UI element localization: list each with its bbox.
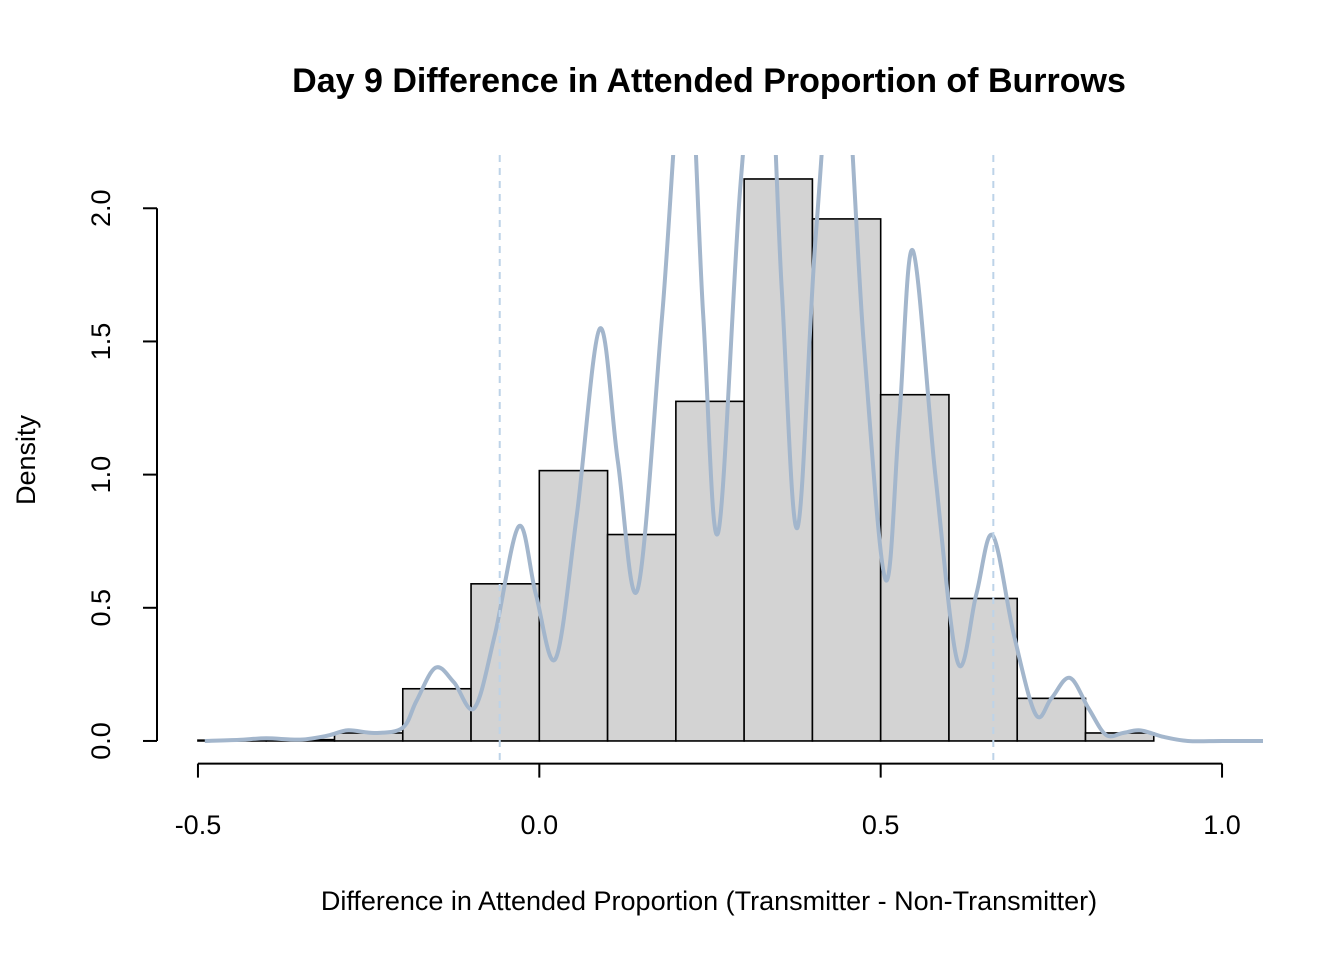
x-tick-label: 0.0 xyxy=(521,810,559,840)
bar xyxy=(538,469,609,742)
bar xyxy=(811,218,882,742)
y-tick-label: 1.5 xyxy=(86,323,116,361)
y-tick-label: 2.0 xyxy=(86,189,116,227)
y-tick-label: 0.5 xyxy=(86,589,116,627)
x-tick-label: 1.0 xyxy=(1203,810,1241,840)
y-axis-label: Density xyxy=(11,414,41,505)
bar xyxy=(948,597,1019,742)
x-tick-label: 0.5 xyxy=(862,810,900,840)
y-tick-label: 1.0 xyxy=(86,456,116,494)
y-tick-label: 0.0 xyxy=(86,722,116,760)
density-curve xyxy=(204,155,1263,744)
plot-area xyxy=(197,155,1263,764)
bar xyxy=(606,533,677,742)
x-tick-label: -0.5 xyxy=(175,810,222,840)
chart-title: Day 9 Difference in Attended Proportion … xyxy=(292,62,1126,100)
bar xyxy=(879,393,950,742)
x-axis-label: Difference in Attended Proportion (Trans… xyxy=(321,886,1097,916)
bar xyxy=(1016,697,1087,742)
bar xyxy=(470,583,541,742)
bar xyxy=(401,687,472,742)
